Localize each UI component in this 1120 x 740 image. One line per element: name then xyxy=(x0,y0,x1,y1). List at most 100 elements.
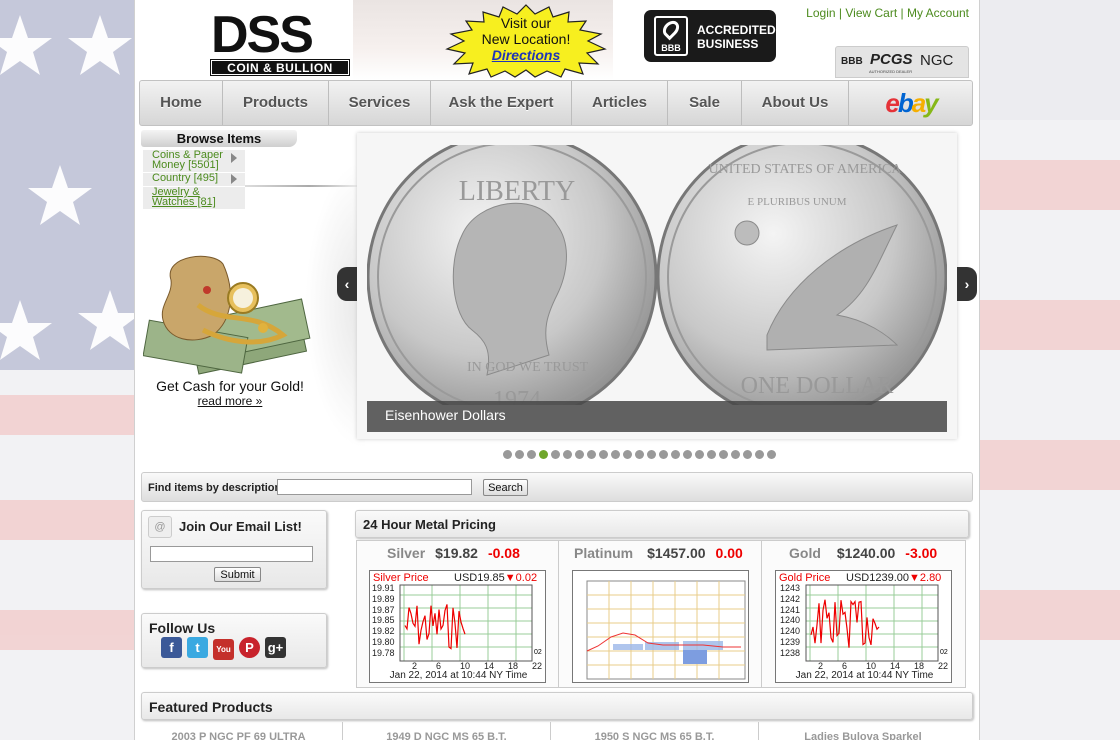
nav-sale[interactable]: Sale xyxy=(668,81,742,125)
nav-ebay[interactable]: ebay xyxy=(849,81,973,125)
down-arrow-icon: ▼ xyxy=(505,572,516,584)
featured-product-2[interactable]: 1949 D NGC MS 65 B.T. xyxy=(343,722,551,740)
category-jewelry-watches[interactable]: Jewelry & Watches [81] xyxy=(143,187,245,209)
gold-chart[interactable]: Gold Price USD1239.00▼2.80 1243 1242 1241 1… xyxy=(775,570,952,683)
slider-dot[interactable] xyxy=(599,450,608,459)
slider-dot[interactable] xyxy=(503,450,512,459)
ebay-letter-e: e xyxy=(885,88,897,118)
slider-dot[interactable] xyxy=(743,450,752,459)
search-input[interactable] xyxy=(277,479,472,495)
gold-bag-image[interactable] xyxy=(143,250,315,376)
submit-button[interactable]: Submit xyxy=(214,567,261,582)
silver-chart[interactable]: Silver Price USD19.85▼0.02 19.91 19.89 19.… xyxy=(369,570,546,683)
ebay-letter-y: y xyxy=(924,88,936,118)
slider-dot[interactable] xyxy=(539,450,548,459)
silver-price-row: Silver $19.82 -0.08 xyxy=(387,545,520,561)
slider-dot[interactable] xyxy=(587,450,596,459)
slider-shadow xyxy=(305,160,365,450)
ebay-letter-b: b xyxy=(898,88,912,118)
featured-products-header: Featured Products xyxy=(141,692,973,720)
platinum-price: $1457.00 xyxy=(647,545,705,561)
featured-product-1[interactable]: 2003 P NGC PF 69 ULTRA xyxy=(135,722,343,740)
slider-dot[interactable] xyxy=(647,450,656,459)
coin-unum-text: E PLURIBUS UNUM xyxy=(747,196,846,208)
slider-dot[interactable] xyxy=(659,450,668,459)
facebook-icon[interactable]: f xyxy=(161,637,182,658)
new-location-starburst[interactable]: Visit our New Location! Directions xyxy=(443,4,609,78)
silver-price: $19.82 xyxy=(435,545,478,561)
coin-motto-text: IN GOD WE TRUST xyxy=(467,360,589,375)
slider-dot[interactable] xyxy=(755,450,764,459)
gold-column: Gold $1240.00 -3.00 Gold Price USD1239.00▼… xyxy=(763,541,966,687)
y-tick-label: 19.91 xyxy=(372,583,395,594)
directions-link[interactable]: Directions xyxy=(443,47,609,63)
y-tick-label: 19.78 xyxy=(372,648,395,659)
certification-badges: BBB PCGS AUTHORIZED DEALER NGC xyxy=(835,46,969,78)
nav-about-us[interactable]: About Us xyxy=(742,81,849,125)
platinum-chart[interactable] xyxy=(572,570,749,683)
pinterest-icon[interactable]: P xyxy=(239,637,260,658)
slider-dot[interactable] xyxy=(707,450,716,459)
bbb-torch-icon: BBB xyxy=(654,16,688,56)
slider-dot[interactable] xyxy=(551,450,560,459)
silver-change: -0.08 xyxy=(488,545,520,561)
category-country[interactable]: Country [495] xyxy=(143,173,245,186)
slider-dot[interactable] xyxy=(635,450,644,459)
google-plus-icon[interactable]: g+ xyxy=(265,637,286,658)
y-tick-label: 1243 xyxy=(780,583,800,594)
slider-next-button[interactable]: › xyxy=(957,267,977,301)
twitter-icon[interactable]: t xyxy=(187,637,208,658)
link-separator: | xyxy=(839,6,842,20)
slider-dot[interactable] xyxy=(683,450,692,459)
login-link[interactable]: Login xyxy=(806,6,835,20)
nav-ask-the-expert[interactable]: Ask the Expert xyxy=(431,81,572,125)
slider-dot[interactable] xyxy=(671,450,680,459)
nav-home[interactable]: Home xyxy=(140,81,223,125)
y-tick-label: 1240 xyxy=(780,615,800,626)
featured-product-4[interactable]: Ladies Bulova Sparkel xyxy=(759,722,967,740)
browse-items-header: Browse Items xyxy=(141,130,297,147)
silver-chart-delta: 0.02 xyxy=(516,572,537,584)
email-title: Join Our Email List! xyxy=(179,519,302,534)
y-tick-label: 1239 xyxy=(780,637,800,648)
slider-dot[interactable] xyxy=(695,450,704,459)
y-tick-label: 1240 xyxy=(780,626,800,637)
slider-dot[interactable] xyxy=(731,450,740,459)
search-button[interactable]: Search xyxy=(483,479,528,496)
nav-services[interactable]: Services xyxy=(329,81,431,125)
coin-liberty-text: LIBERTY xyxy=(459,176,576,207)
silver-column: Silver $19.82 -0.08 Silver Price USD19.85▼… xyxy=(357,541,559,687)
platinum-change: 0.00 xyxy=(716,545,743,561)
slider-dot[interactable] xyxy=(563,450,572,459)
slider-prev-button[interactable]: ‹ xyxy=(337,267,357,301)
site-logo[interactable]: DSS COIN & BULLION xyxy=(211,12,349,74)
slider-dot[interactable] xyxy=(623,450,632,459)
slider-dot[interactable] xyxy=(611,450,620,459)
read-more-link[interactable]: read more » xyxy=(145,394,315,408)
slider-dot[interactable] xyxy=(575,450,584,459)
view-cart-link[interactable]: View Cart xyxy=(845,6,897,20)
gold-name: Gold xyxy=(789,545,821,561)
nav-articles[interactable]: Articles xyxy=(572,81,668,125)
hero-slider: LIBERTY IN GOD WE TRUST 1974 UNITED STAT… xyxy=(357,133,957,439)
slider-dot[interactable] xyxy=(767,450,776,459)
pcgs-badge: PCGS xyxy=(870,51,913,68)
gold-price-row: Gold $1240.00 -3.00 xyxy=(789,545,937,561)
featured-title: Featured Products xyxy=(149,699,273,715)
follow-title: Follow Us xyxy=(149,620,215,636)
link-separator: | xyxy=(901,6,904,20)
email-field[interactable] xyxy=(150,546,313,562)
slider-dot[interactable] xyxy=(719,450,728,459)
category-coins-paper-money[interactable]: Coins & Paper Money [5501] xyxy=(143,150,245,172)
email-signup-box: @ Join Our Email List! Submit xyxy=(141,510,327,589)
slider-dot[interactable] xyxy=(515,450,524,459)
bbb-accredited-badge[interactable]: BBB ACCREDITED BUSINESS xyxy=(644,10,776,62)
youtube-icon[interactable]: You xyxy=(213,639,234,660)
slider-dot[interactable] xyxy=(527,450,536,459)
nav-products[interactable]: Products xyxy=(223,81,329,125)
gold-chart-current: USD1239.00 xyxy=(846,572,909,584)
my-account-link[interactable]: My Account xyxy=(907,6,969,20)
featured-product-3[interactable]: 1950 S NGC MS 65 B.T. xyxy=(551,722,759,740)
coin-images[interactable]: LIBERTY IN GOD WE TRUST 1974 UNITED STAT… xyxy=(367,145,947,405)
main-nav: Home Products Services Ask the Expert Ar… xyxy=(139,80,973,126)
